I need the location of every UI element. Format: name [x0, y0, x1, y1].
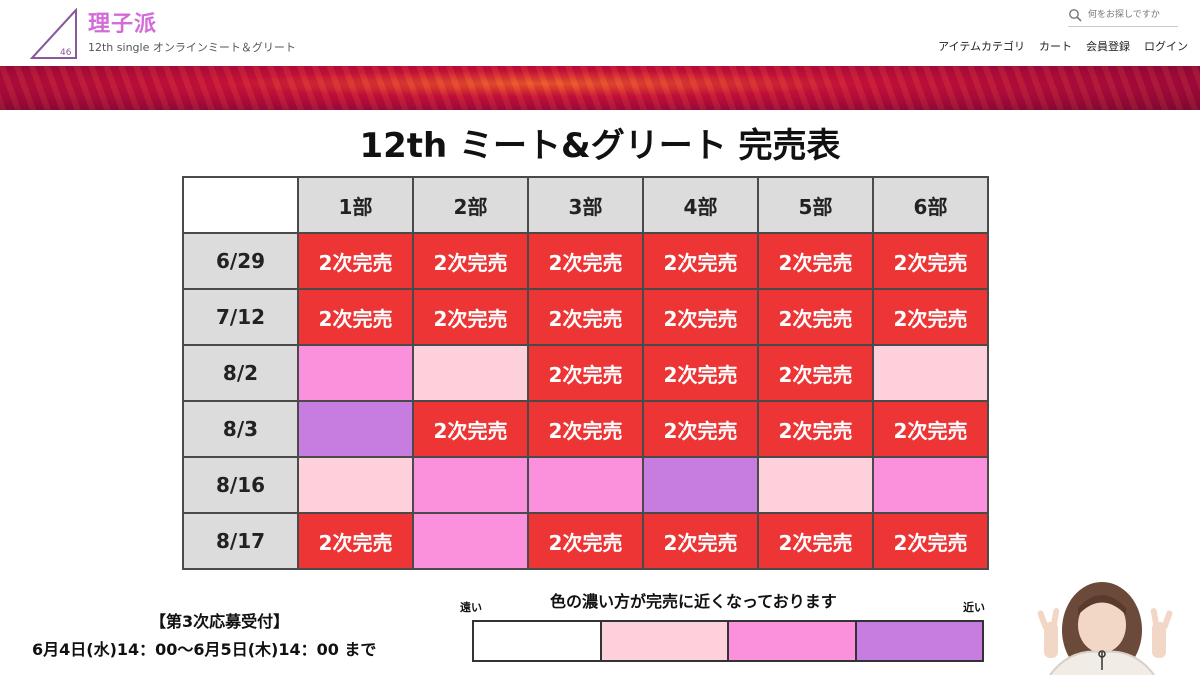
availability-cell: [757, 456, 874, 514]
sold-out-cell: 2次完売: [642, 344, 759, 402]
availability-cell: [412, 456, 529, 514]
brand-subtitle: 12th single オンラインミート＆グリート: [88, 41, 296, 54]
legend-swatch-3: [856, 622, 982, 660]
sold-out-cell: 2次完売: [642, 400, 759, 458]
legend-title: 色の濃い方が完売に近くなっております: [550, 592, 837, 611]
row-date-header: 8/3: [182, 400, 299, 458]
availability-cell: [872, 344, 989, 402]
sold-out-cell: 2次完売: [527, 400, 644, 458]
legend-swatch-1: [601, 622, 729, 660]
row-date-header: 8/16: [182, 456, 299, 514]
legend-swatch-2: [729, 622, 857, 660]
legend-color-scale: [472, 620, 984, 662]
nav-item-category[interactable]: アイテムカテゴリ: [938, 40, 1025, 53]
row-date-header: 6/29: [182, 232, 299, 290]
logo-icon[interactable]: 46: [30, 8, 78, 60]
table-row: 7/12 2次完売 2次完売 2次完売 2次完売 2次完売 2次完売: [182, 288, 989, 346]
sold-out-cell: 2次完売: [757, 232, 874, 290]
search-icon[interactable]: [1068, 8, 1082, 22]
sold-out-cell: 2次完売: [872, 512, 989, 570]
column-header: 6部: [872, 176, 989, 234]
sold-out-cell: 2次完売: [872, 400, 989, 458]
table-row: 6/29 2次完売 2次完売 2次完売 2次完売 2次完売 2次完売: [182, 232, 989, 290]
availability-cell: [412, 512, 529, 570]
notice-title: 【第3次応募受付】: [150, 612, 290, 631]
sold-out-cell: 2次完売: [642, 232, 759, 290]
sold-out-cell: 2次完売: [872, 288, 989, 346]
sellout-table: 1部 2部 3部 4部 5部 6部 6/29 2次完売 2次完売 2次完売 2次完売 2次完売 2次完売…: [182, 176, 989, 570]
sold-out-cell: 2次完売: [642, 288, 759, 346]
page-title: 12th ミート&グリート 完売表: [359, 126, 841, 166]
sold-out-cell: 2次完売: [412, 232, 529, 290]
table-corner-cell: [182, 176, 299, 234]
notice-period: 6月4日(水)14：00〜6月5日(木)14：00 まで: [32, 640, 377, 659]
table-row: 8/3 2次完売 2次完売 2次完売 2次完売 2次完売: [182, 400, 989, 458]
legend-near-label: 近い: [963, 601, 985, 614]
legend-far-label: 遠い: [460, 601, 482, 614]
sold-out-cell: 2次完売: [297, 232, 414, 290]
site-header: 46 理子派 12th single オンラインミート＆グリート アイテムカテゴ…: [0, 0, 1200, 66]
sold-out-cell: 2次完売: [642, 512, 759, 570]
nav-item-cart[interactable]: カート: [1039, 40, 1072, 53]
row-date-header: 7/12: [182, 288, 299, 346]
column-header: 3部: [527, 176, 644, 234]
nav-item-login[interactable]: ログイン: [1144, 40, 1188, 53]
nav-item-register[interactable]: 会員登録: [1086, 40, 1130, 53]
row-date-header: 8/2: [182, 344, 299, 402]
presenter-image: [1010, 570, 1200, 675]
column-header: 2部: [412, 176, 529, 234]
column-header: 4部: [642, 176, 759, 234]
sold-out-cell: 2次完売: [872, 232, 989, 290]
availability-cell: [642, 456, 759, 514]
sold-out-cell: 2次完売: [297, 512, 414, 570]
column-header: 1部: [297, 176, 414, 234]
sold-out-cell: 2次完売: [757, 344, 874, 402]
table-row: 8/16: [182, 456, 989, 514]
sold-out-cell: 2次完売: [757, 400, 874, 458]
row-date-header: 8/17: [182, 512, 299, 570]
availability-cell: [297, 344, 414, 402]
search-input[interactable]: [1088, 7, 1178, 23]
logo-number: 46: [60, 48, 72, 58]
column-header: 5部: [757, 176, 874, 234]
brand-title[interactable]: 理子派: [88, 12, 158, 37]
legend-swatch-0: [474, 622, 602, 660]
sold-out-cell: 2次完売: [527, 288, 644, 346]
sold-out-cell: 2次完売: [527, 232, 644, 290]
availability-cell: [412, 344, 529, 402]
header-banner: [0, 66, 1200, 110]
table-row: 8/17 2次完売 2次完売 2次完売 2次完売 2次完売: [182, 512, 989, 570]
availability-cell: [297, 400, 414, 458]
availability-cell: [527, 456, 644, 514]
sold-out-cell: 2次完売: [297, 288, 414, 346]
sold-out-cell: 2次完売: [412, 400, 529, 458]
sold-out-cell: 2次完売: [757, 288, 874, 346]
sold-out-cell: 2次完売: [527, 344, 644, 402]
sold-out-cell: 2次完売: [412, 288, 529, 346]
top-nav: アイテムカテゴリ カート 会員登録 ログイン: [938, 38, 1188, 54]
table-header-row: 1部 2部 3部 4部 5部 6部: [182, 176, 989, 234]
search-box[interactable]: [1068, 6, 1178, 27]
availability-cell: [872, 456, 989, 514]
sold-out-cell: 2次完売: [757, 512, 874, 570]
sold-out-cell: 2次完売: [527, 512, 644, 570]
availability-cell: [297, 456, 414, 514]
table-row: 8/2 2次完売 2次完売 2次完売: [182, 344, 989, 402]
